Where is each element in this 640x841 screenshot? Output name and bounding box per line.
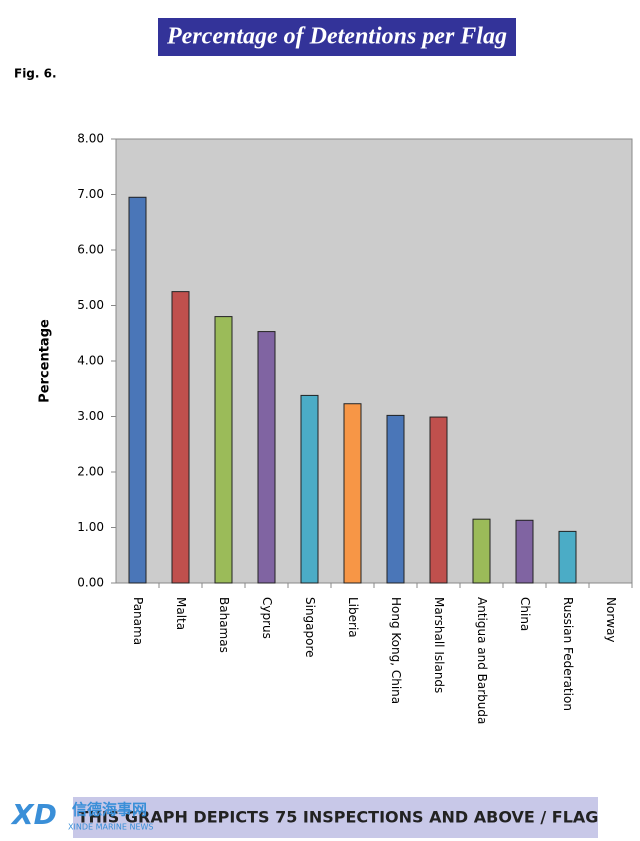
bar bbox=[171, 291, 190, 584]
x-tick-label: Russian Federation bbox=[561, 597, 575, 711]
y-axis-title: Percentage bbox=[38, 319, 53, 403]
x-tick-label: China bbox=[518, 597, 532, 631]
title-banner bbox=[158, 18, 516, 56]
x-tick-label: Norway bbox=[604, 597, 618, 643]
x-tick-label: Cyprus bbox=[260, 597, 274, 639]
bar bbox=[214, 316, 233, 584]
bar bbox=[515, 519, 534, 584]
bar bbox=[472, 518, 491, 584]
bar bbox=[343, 403, 362, 584]
y-tick-label: 5.00 bbox=[77, 298, 104, 312]
y-tick-label: 7.00 bbox=[77, 187, 104, 201]
bar bbox=[429, 416, 448, 584]
figure-label: Fig. 6. bbox=[14, 67, 57, 81]
y-tick-label: 0.00 bbox=[77, 576, 104, 590]
bar bbox=[386, 414, 405, 584]
footnote: THIS GRAPH DEPICTS 75 INSPECTIONS AND AB… bbox=[78, 808, 599, 827]
x-tick-label: Malta bbox=[174, 597, 188, 630]
watermark-logo: XD bbox=[10, 798, 57, 831]
y-tick-label: 2.00 bbox=[77, 465, 104, 479]
y-tick-label: 6.00 bbox=[77, 243, 104, 257]
x-tick-label: Hong Kong, China bbox=[389, 597, 403, 704]
chart-title: Percentage of Detentions per Flag bbox=[166, 24, 507, 50]
y-tick-label: 1.00 bbox=[77, 520, 104, 534]
watermark-subtext: XINDE MARINE NEWS bbox=[68, 823, 153, 832]
x-tick-label: Liberia bbox=[346, 597, 360, 638]
x-tick-label: Marshall Islands bbox=[432, 597, 446, 693]
footnote-box bbox=[73, 797, 598, 838]
bar bbox=[128, 196, 147, 584]
bar bbox=[257, 331, 276, 584]
x-tick-label: Antigua and Barbuda bbox=[475, 597, 489, 724]
bar bbox=[300, 394, 319, 584]
y-tick-label: 4.00 bbox=[77, 354, 104, 368]
watermark-text: 信德海事网 bbox=[72, 801, 147, 819]
y-tick-label: 3.00 bbox=[77, 409, 104, 423]
bar bbox=[558, 530, 577, 584]
plot-area bbox=[115, 138, 633, 584]
y-tick-label: 8.00 bbox=[77, 132, 104, 146]
x-tick-label: Panama bbox=[131, 597, 145, 645]
x-tick-label: Singapore bbox=[303, 597, 317, 658]
x-tick-label: Bahamas bbox=[217, 597, 231, 653]
